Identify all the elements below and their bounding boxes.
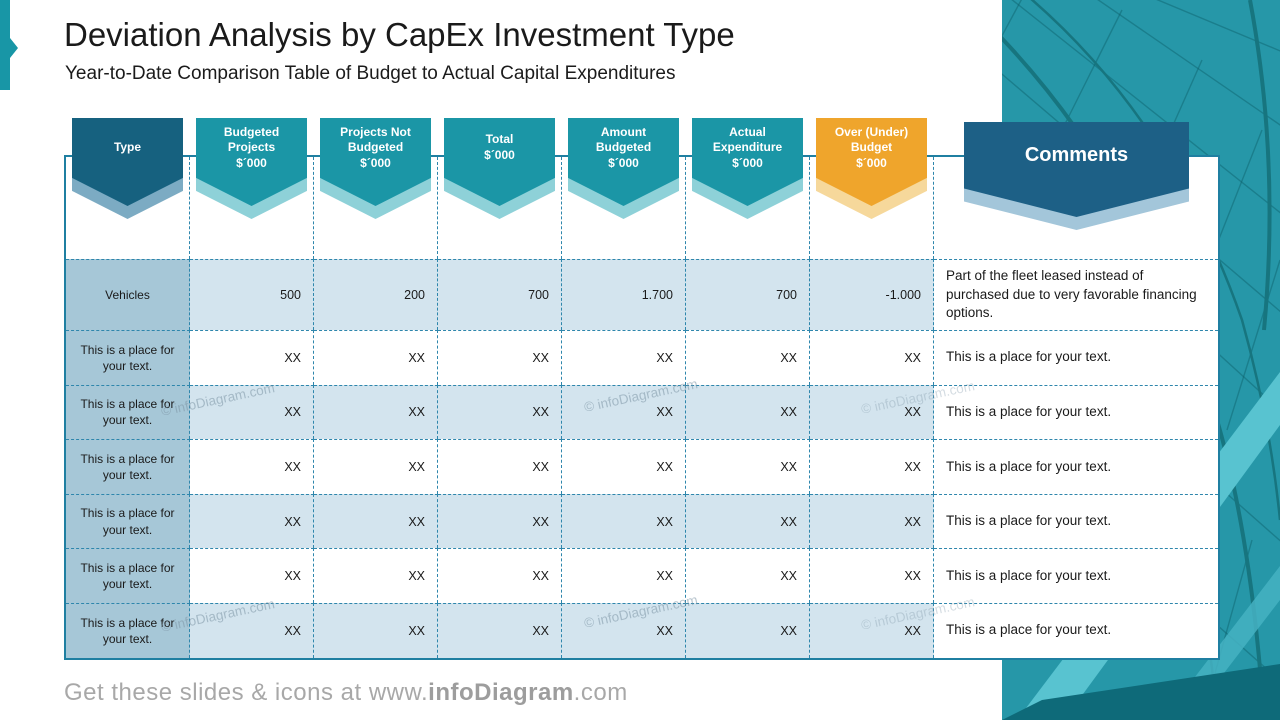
value-cell: XX <box>438 548 562 603</box>
value-cell: XX <box>562 602 686 658</box>
value-cell: XX <box>562 548 686 603</box>
value-cell: XX <box>810 330 934 385</box>
value-cell: XX <box>686 330 810 385</box>
value-cell: XX <box>686 602 810 658</box>
comment-cell: This is a place for your text. <box>934 493 1218 549</box>
type-cell: This is a place for your text. <box>66 493 190 549</box>
column-header-total: Total $´000 <box>438 118 562 259</box>
value-cell: XX <box>810 602 934 658</box>
value-cell: XX <box>190 548 314 603</box>
column-header-type: Type <box>66 118 190 259</box>
column-header-label: Amount Budgeted $´000 <box>595 124 652 170</box>
type-cell: This is a place for your text. <box>66 548 190 603</box>
value-cell: 200 <box>314 259 438 330</box>
type-cell: Vehicles <box>66 259 190 330</box>
value-cell: XX <box>562 330 686 385</box>
value-cell: XX <box>686 493 810 549</box>
column-header-label: Type <box>113 140 142 155</box>
type-cell: This is a place for your text. <box>66 384 190 440</box>
value-cell: XX <box>314 602 438 658</box>
column-header-label: Total $´000 <box>484 132 515 162</box>
value-cell: XX <box>314 493 438 549</box>
column-header-label: Projects Not Budgeted $´000 <box>340 124 411 170</box>
value-cell: XX <box>438 384 562 440</box>
comment-cell: This is a place for your text. <box>934 330 1218 385</box>
comment-cell: This is a place for your text. <box>934 439 1218 494</box>
value-cell: XX <box>190 439 314 494</box>
comment-cell: This is a place for your text. <box>934 602 1218 658</box>
comment-cell: This is a place for your text. <box>934 548 1218 603</box>
column-header-label: Actual Expenditure $´000 <box>712 124 783 170</box>
column-header-over-under-budget: Over (Under) Budget $´000 <box>810 118 934 259</box>
value-cell: -1.000 <box>810 259 934 330</box>
column-header-label: Over (Under) Budget $´000 <box>834 124 909 170</box>
slide-title: Deviation Analysis by CapEx Investment T… <box>64 16 735 53</box>
value-cell: XX <box>314 384 438 440</box>
value-cell: XX <box>314 330 438 385</box>
table-grid: Type Budgeted Projects $´000 Projects Not … <box>64 118 1220 660</box>
value-cell: XX <box>562 384 686 440</box>
value-cell: XX <box>810 439 934 494</box>
value-cell: XX <box>190 602 314 658</box>
column-header-amount-budgeted: Amount Budgeted $´000 <box>562 118 686 259</box>
value-cell: XX <box>190 330 314 385</box>
footer-credit: Get these slides & icons at www.infoDiag… <box>64 679 628 707</box>
column-header-label: Comments <box>1024 144 1129 167</box>
value-cell: 700 <box>686 259 810 330</box>
value-cell: XX <box>438 439 562 494</box>
value-cell: XX <box>190 384 314 440</box>
type-cell: This is a place for your text. <box>66 439 190 494</box>
value-cell: XX <box>314 439 438 494</box>
value-cell: XX <box>686 384 810 440</box>
column-header-comments: Comments <box>934 122 1218 259</box>
value-cell: XX <box>314 548 438 603</box>
value-cell: XX <box>438 493 562 549</box>
column-header-budgeted-projects: Budgeted Projects $´000 <box>190 118 314 259</box>
value-cell: XX <box>810 493 934 549</box>
column-header-actual-expenditure: Actual Expenditure $´000 <box>686 118 810 259</box>
value-cell: XX <box>686 439 810 494</box>
footer-text: Get these slides & icons at www. <box>64 679 429 706</box>
type-cell: This is a place for your text. <box>66 602 190 658</box>
column-header-label: Budgeted Projects $´000 <box>223 124 280 170</box>
value-cell: 1.700 <box>562 259 686 330</box>
value-cell: XX <box>562 439 686 494</box>
capex-table: Type Budgeted Projects $´000 Projects Not … <box>64 118 1220 660</box>
left-accent-bar <box>0 0 10 90</box>
comment-cell: This is a place for your text. <box>934 384 1218 440</box>
footer-brand: infoDiagram <box>428 679 574 706</box>
value-cell: 700 <box>438 259 562 330</box>
value-cell: XX <box>562 493 686 549</box>
left-accent-arrow-icon <box>10 38 18 58</box>
column-header-projects-not-budgeted: Projects Not Budgeted $´000 <box>314 118 438 259</box>
value-cell: XX <box>686 548 810 603</box>
value-cell: XX <box>438 602 562 658</box>
type-cell: This is a place for your text. <box>66 330 190 385</box>
value-cell: 500 <box>190 259 314 330</box>
value-cell: XX <box>190 493 314 549</box>
value-cell: XX <box>438 330 562 385</box>
comment-cell: Part of the fleet leased instead of purc… <box>934 259 1218 330</box>
value-cell: XX <box>810 548 934 603</box>
slide-subtitle: Year-to-Date Comparison Table of Budget … <box>65 63 676 84</box>
footer-suffix: .com <box>573 679 628 706</box>
value-cell: XX <box>810 384 934 440</box>
